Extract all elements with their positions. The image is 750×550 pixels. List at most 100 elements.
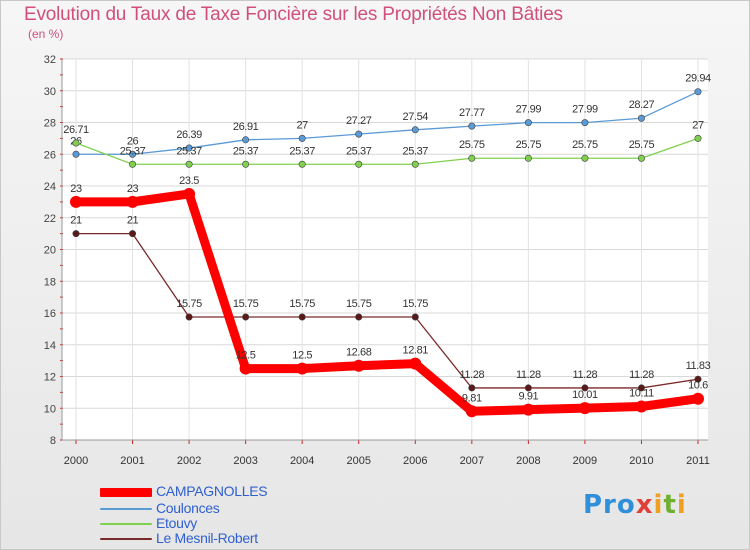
x-tick-label: 2009 <box>573 455 597 467</box>
proxiti-logo: Proxiti <box>583 490 687 520</box>
data-label-le-mesnil-robert: 15.75 <box>176 298 202 310</box>
point-campagnolles <box>296 362 309 375</box>
point-etouvy <box>694 134 702 142</box>
data-label-etouvy: 25.37 <box>289 145 315 157</box>
point-coulonces <box>298 134 306 142</box>
data-label-etouvy: 27 <box>692 119 704 131</box>
data-label-etouvy: 25.37 <box>233 145 259 157</box>
point-campagnolles <box>70 195 82 208</box>
point-le-mesnil-robert <box>129 230 137 238</box>
data-label-etouvy: 25.37 <box>120 145 146 157</box>
data-label-etouvy: 25.75 <box>629 139 655 151</box>
data-label-campagnolles: 23.5 <box>179 175 199 187</box>
point-le-mesnil-robert <box>411 313 419 321</box>
data-label-campagnolles: 12.5 <box>292 350 312 362</box>
point-etouvy <box>72 139 80 147</box>
point-campagnolles <box>692 392 704 405</box>
legend-swatch-le-mesnil-robert <box>100 538 152 540</box>
data-label-le-mesnil-robert: 15.75 <box>233 298 259 310</box>
data-label-etouvy: 26.71 <box>63 124 89 136</box>
point-coulonces <box>637 114 645 122</box>
data-label-le-mesnil-robert: 11.83 <box>686 360 711 372</box>
point-le-mesnil-robert <box>72 230 80 238</box>
data-label-etouvy: 25.75 <box>516 139 542 151</box>
point-campagnolles <box>126 195 139 208</box>
data-label-coulonces: 27.27 <box>346 115 372 127</box>
point-le-mesnil-robert <box>637 384 645 392</box>
data-label-coulonces: 27.99 <box>572 104 598 116</box>
x-tick-label: 2008 <box>516 455 540 467</box>
point-coulonces <box>581 119 589 127</box>
data-label-campagnolles: 9.91 <box>518 391 538 403</box>
data-label-campagnolles: 23 <box>127 183 139 195</box>
data-label-coulonces: 26.39 <box>176 129 202 141</box>
legend-swatch-coulonces <box>100 508 152 510</box>
x-tick-label: 2006 <box>403 455 427 467</box>
data-label-coulonces: 27.54 <box>403 111 429 123</box>
point-campagnolles <box>522 403 535 416</box>
point-coulonces <box>694 88 702 96</box>
data-label-le-mesnil-robert: 15.75 <box>403 298 429 310</box>
point-campagnolles <box>635 400 648 413</box>
data-label-coulonces: 28.27 <box>629 99 655 111</box>
data-label-le-mesnil-robert: 21 <box>70 215 82 227</box>
point-campagnolles <box>578 402 591 415</box>
legend-swatch-campagnolles <box>100 488 152 497</box>
series-line-campagnolles <box>71 189 703 416</box>
point-campagnolles <box>465 405 478 418</box>
y-tick-label: 32 <box>44 54 56 66</box>
point-coulonces <box>129 150 137 158</box>
point-etouvy <box>411 160 419 168</box>
data-label-etouvy: 25.37 <box>346 145 372 157</box>
y-tick-label: 14 <box>44 340 56 352</box>
legend-label-etouvy: Etouvy <box>156 515 197 531</box>
series-line-coulonces <box>75 91 699 155</box>
data-label-campagnolles: 12.5 <box>236 350 256 362</box>
point-campagnolles <box>352 359 365 372</box>
y-tick-label: 24 <box>44 181 56 193</box>
chart-title: Evolution du Taux de Taxe Foncière sur l… <box>24 4 563 25</box>
unit-label: (en %) <box>28 27 64 41</box>
data-label-campagnolles: 10.01 <box>572 389 598 401</box>
x-tick-label: 2000 <box>64 455 88 467</box>
legend-label-le-mesnil-robert: Le Mesnil-Robert <box>156 530 258 546</box>
point-etouvy <box>637 154 645 162</box>
point-etouvy <box>355 160 363 168</box>
point-le-mesnil-robert <box>242 313 250 321</box>
data-label-le-mesnil-robert: 15.75 <box>346 298 372 310</box>
point-le-mesnil-robert <box>524 384 532 392</box>
point-coulonces <box>524 119 532 127</box>
series-line-etouvy <box>75 137 699 165</box>
data-label-le-mesnil-robert: 11.28 <box>459 369 484 381</box>
data-label-le-mesnil-robert: 11.28 <box>629 369 654 381</box>
point-le-mesnil-robert <box>298 313 306 321</box>
point-etouvy <box>242 160 250 168</box>
y-tick-label: 22 <box>44 213 56 225</box>
point-le-mesnil-robert <box>185 313 193 321</box>
point-coulonces <box>185 144 193 152</box>
point-coulonces <box>468 122 476 130</box>
point-etouvy <box>524 154 532 162</box>
y-tick-label: 30 <box>44 86 56 98</box>
data-label-le-mesnil-robert: 11.28 <box>573 369 598 381</box>
y-tick-label: 10 <box>44 403 56 415</box>
data-label-campagnolles: 9.81 <box>462 392 482 404</box>
data-label-le-mesnil-robert: 21 <box>127 215 139 227</box>
data-label-coulonces: 27.77 <box>459 107 485 119</box>
point-etouvy <box>298 160 306 168</box>
y-tick-label: 16 <box>44 308 56 320</box>
data-label-campagnolles: 12.68 <box>346 347 372 359</box>
data-label-etouvy: 25.75 <box>459 139 485 151</box>
y-tick-label: 18 <box>44 276 56 288</box>
y-tick-label: 26 <box>44 149 56 161</box>
point-le-mesnil-robert <box>355 313 363 321</box>
y-tick-label: 20 <box>44 245 56 257</box>
point-coulonces <box>355 130 363 138</box>
x-tick-label: 2005 <box>346 455 370 467</box>
data-label-coulonces: 29.94 <box>685 73 711 85</box>
data-label-coulonces: 26.91 <box>233 121 259 133</box>
data-label-le-mesnil-robert: 11.28 <box>516 369 541 381</box>
y-tick-label: 28 <box>44 118 56 130</box>
data-label-etouvy: 25.37 <box>176 145 202 157</box>
